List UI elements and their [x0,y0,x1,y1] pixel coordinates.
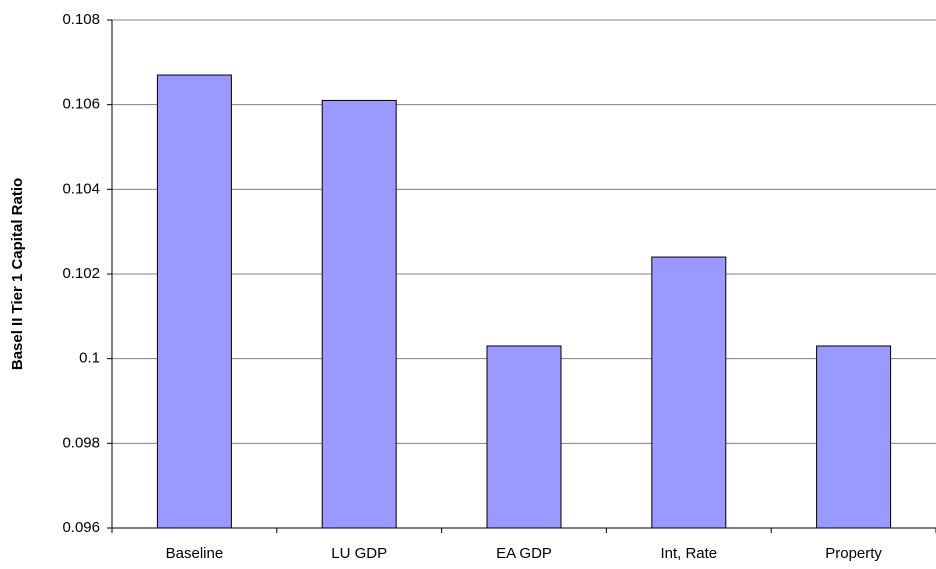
y-tick-label: 0.102 [62,265,100,282]
x-tick-label: Int, Rate [660,545,717,562]
y-axis-label: Basel II Tier 1 Capital Ratio [9,178,26,370]
y-tick-label: 0.108 [62,11,100,28]
y-tick-label: 0.1 [79,350,100,367]
bar [321,99,397,529]
y-tick-label: 0.106 [62,96,100,113]
x-tick-label: Property [825,545,882,562]
bar [156,74,232,529]
x-tick-label: Baseline [166,545,224,562]
y-tick-label: 0.098 [62,434,100,451]
y-tick-label: 0.096 [62,519,100,536]
bar [486,345,562,529]
bar [816,345,892,529]
x-tick-label: EA GDP [496,545,552,562]
y-tick-label: 0.104 [62,180,100,197]
x-tick-label: LU GDP [331,545,387,562]
bar [651,256,727,529]
